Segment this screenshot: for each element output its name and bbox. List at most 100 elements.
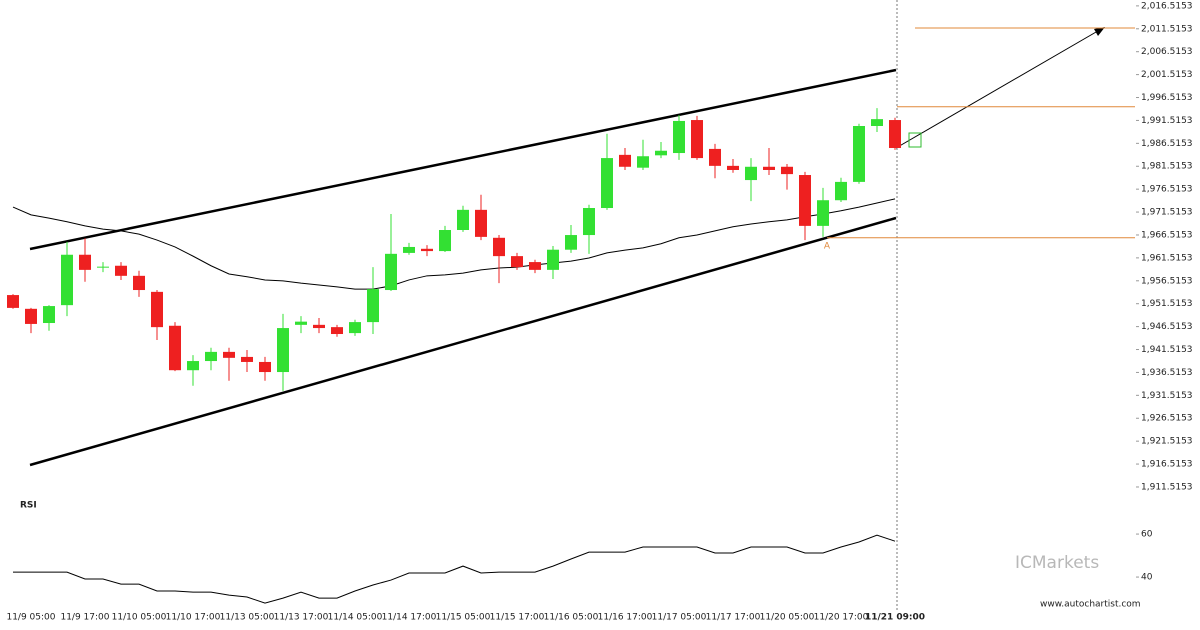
projection-box bbox=[908, 132, 922, 148]
x-tick-label: 11/14 05:00 bbox=[328, 613, 383, 623]
x-tick-label: 11/13 17:00 bbox=[274, 613, 329, 623]
candle-body bbox=[61, 254, 73, 306]
y-tick-label: 1,956.5153 bbox=[1141, 276, 1193, 286]
candle-body bbox=[43, 306, 55, 324]
candle-body bbox=[637, 156, 649, 168]
candle-body bbox=[475, 209, 487, 237]
channel-upper bbox=[29, 68, 897, 251]
y-tick-label: 1,936.5153 bbox=[1141, 368, 1193, 378]
candle-body bbox=[457, 209, 469, 231]
y-tick-label: 1,966.5153 bbox=[1141, 230, 1193, 240]
candle-body bbox=[295, 321, 307, 325]
x-tick-label: 11/16 17:00 bbox=[598, 613, 653, 623]
candle-body bbox=[169, 325, 181, 371]
candle-body bbox=[493, 237, 505, 257]
candle-body bbox=[151, 291, 163, 328]
candle-body bbox=[817, 200, 829, 226]
candle-body bbox=[205, 351, 217, 362]
candle-body bbox=[781, 166, 793, 175]
candle-body bbox=[511, 256, 523, 268]
y-tick-label: 2,006.5153 bbox=[1141, 47, 1193, 57]
candle-body bbox=[439, 230, 451, 252]
candle-body bbox=[529, 262, 541, 270]
rsi-tick-label: 40 bbox=[1141, 573, 1153, 583]
x-tick-label: 11/15 17:00 bbox=[490, 613, 545, 623]
candle-body bbox=[259, 361, 271, 373]
candle-body bbox=[835, 181, 847, 201]
y-tick-label: 2,016.5153 bbox=[1141, 1, 1193, 11]
candle-body bbox=[277, 328, 289, 373]
x-tick-label: 11/20 05:00 bbox=[760, 613, 815, 623]
y-tick-label: 1,971.5153 bbox=[1141, 208, 1193, 218]
x-tick-label: 11/10 05:00 bbox=[112, 613, 167, 623]
y-tick-label: 1,911.5153 bbox=[1141, 482, 1193, 492]
candle-body bbox=[241, 356, 253, 362]
y-tick-label: 1,986.5153 bbox=[1141, 139, 1193, 149]
x-tick-label: 11/16 05:00 bbox=[544, 613, 599, 623]
y-tick-label: 1,931.5153 bbox=[1141, 391, 1193, 401]
y-tick-label: 2,001.5153 bbox=[1141, 70, 1193, 80]
y-tick-label: 1,976.5153 bbox=[1141, 185, 1193, 195]
y-tick-label: 1,926.5153 bbox=[1141, 414, 1193, 424]
x-tick-label: 11/15 05:00 bbox=[436, 613, 491, 623]
x-tick-label: 11/17 05:00 bbox=[652, 613, 707, 623]
y-tick-label: 1,916.5153 bbox=[1141, 460, 1193, 470]
arrow-head bbox=[1094, 27, 1105, 36]
rsi-line bbox=[13, 534, 896, 604]
candle-body bbox=[403, 246, 415, 253]
candle-body bbox=[853, 125, 865, 182]
candle-body bbox=[871, 119, 883, 126]
candle-body bbox=[313, 324, 325, 329]
candle-body bbox=[691, 120, 703, 159]
candle-body bbox=[349, 322, 361, 334]
candle-body bbox=[7, 295, 19, 308]
candle-body bbox=[97, 266, 109, 268]
candle-body bbox=[187, 361, 199, 371]
y-tick-label: 1,941.5153 bbox=[1141, 345, 1193, 355]
y-tick-label: 1,921.5153 bbox=[1141, 437, 1193, 447]
candle-body bbox=[367, 289, 379, 323]
candle-body bbox=[889, 120, 901, 148]
x-tick-label: 11/13 05:00 bbox=[220, 613, 275, 623]
candle-body bbox=[133, 275, 145, 291]
candle-body bbox=[565, 235, 577, 250]
annotation: A bbox=[824, 242, 831, 252]
x-tick-label: 11/9 05:00 bbox=[6, 613, 55, 623]
candle-body bbox=[385, 253, 397, 291]
candle-body bbox=[115, 265, 127, 276]
rsi-tick-label: 60 bbox=[1141, 530, 1153, 540]
candle-body bbox=[727, 165, 739, 170]
x-tick-label: 11/9 17:00 bbox=[60, 613, 109, 623]
candle-body bbox=[655, 150, 667, 156]
y-tick-label: 1,946.5153 bbox=[1141, 322, 1193, 332]
candle-body bbox=[673, 120, 685, 154]
candle-body bbox=[421, 248, 433, 252]
x-tick-label: 11/10 17:00 bbox=[166, 613, 221, 623]
y-tick-label: 2,011.5153 bbox=[1141, 24, 1193, 34]
x-tick-label: 11/20 17:00 bbox=[814, 613, 869, 623]
candle-body bbox=[601, 158, 613, 209]
moving-average bbox=[12, 198, 896, 290]
channel-lower bbox=[29, 216, 897, 467]
rsi-title: RSI bbox=[20, 501, 37, 511]
y-tick-label: 1,961.5153 bbox=[1141, 253, 1193, 263]
source: www.autochartist.com bbox=[1040, 600, 1141, 610]
candle-body bbox=[763, 166, 775, 170]
candle-body bbox=[583, 208, 595, 236]
x-tick-label: 11/17 17:00 bbox=[706, 613, 761, 623]
watermark: ICMarkets bbox=[1015, 553, 1099, 573]
y-tick-label: 1,981.5153 bbox=[1141, 162, 1193, 172]
candle-body bbox=[79, 254, 91, 270]
candle-body bbox=[25, 308, 37, 324]
y-tick-label: 1,991.5153 bbox=[1141, 116, 1193, 126]
x-tick-label: 11/21 09:00 bbox=[865, 613, 925, 623]
candle-body bbox=[619, 154, 631, 167]
candle-body bbox=[745, 166, 757, 181]
candle-body bbox=[331, 327, 343, 335]
x-tick-label: 11/14 17:00 bbox=[382, 613, 437, 623]
candle-body bbox=[223, 351, 235, 358]
y-tick-label: 1,951.5153 bbox=[1141, 299, 1193, 309]
candle-body bbox=[547, 249, 559, 270]
